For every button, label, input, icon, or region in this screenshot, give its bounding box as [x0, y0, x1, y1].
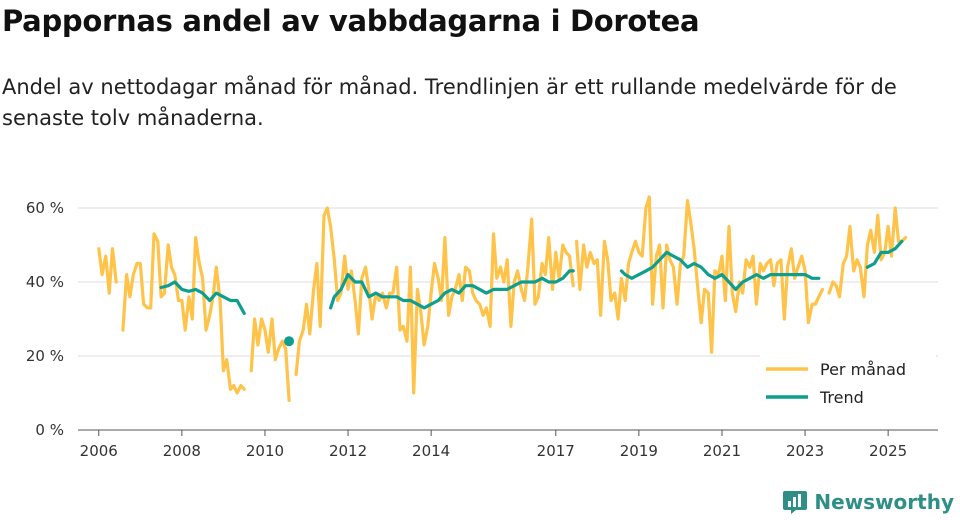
x-tick-label: 2019 — [620, 442, 658, 460]
brand-name: Newsworthy — [814, 490, 954, 514]
y-tick-label: 60 % — [26, 199, 64, 217]
x-tick-label: 2010 — [246, 442, 284, 460]
monthly-line — [97, 247, 118, 295]
x-tick-label: 2017 — [537, 442, 575, 460]
y-tick-label: 40 % — [26, 273, 64, 291]
monthly-line — [249, 317, 291, 402]
x-tick-label: 2023 — [786, 442, 824, 460]
legend-label-monthly: Per månad — [820, 360, 906, 379]
trend-line — [865, 239, 904, 269]
monthly-line — [575, 195, 825, 354]
trend-line — [619, 250, 821, 291]
y-tick-label: 0 % — [35, 421, 64, 439]
x-tick-label: 2025 — [869, 442, 907, 460]
x-tick-label: 2006 — [80, 442, 118, 460]
plot-area — [97, 195, 908, 402]
x-tick-label: 2008 — [163, 442, 201, 460]
legend-background — [760, 352, 936, 414]
y-tick-label: 20 % — [26, 347, 64, 365]
newsworthy-logo-icon — [783, 491, 808, 514]
monthly-line — [121, 232, 246, 395]
trend-point — [284, 336, 295, 347]
x-tick-label: 2021 — [703, 442, 741, 460]
legend-label-trend: Trend — [819, 388, 864, 407]
x-tick-label: 2014 — [412, 442, 450, 460]
x-tick-label: 2012 — [329, 442, 367, 460]
chart-title: Pappornas andel av vabbdagarna i Dorotea — [2, 4, 700, 38]
trend-line — [159, 280, 246, 315]
axes: 0 % 20 % 40 % 60 % 2006 2008 2010 2012 2014 2017 2… — [26, 199, 907, 460]
trend-line — [329, 269, 575, 310]
monthly-line — [294, 206, 575, 395]
brand: Newsworthy — [782, 489, 954, 515]
chart-subtitle: Andel av nettodagar månad för månad. Tre… — [2, 75, 897, 130]
legend: Per månad Trend — [760, 352, 936, 414]
monthly-line — [827, 206, 908, 299]
